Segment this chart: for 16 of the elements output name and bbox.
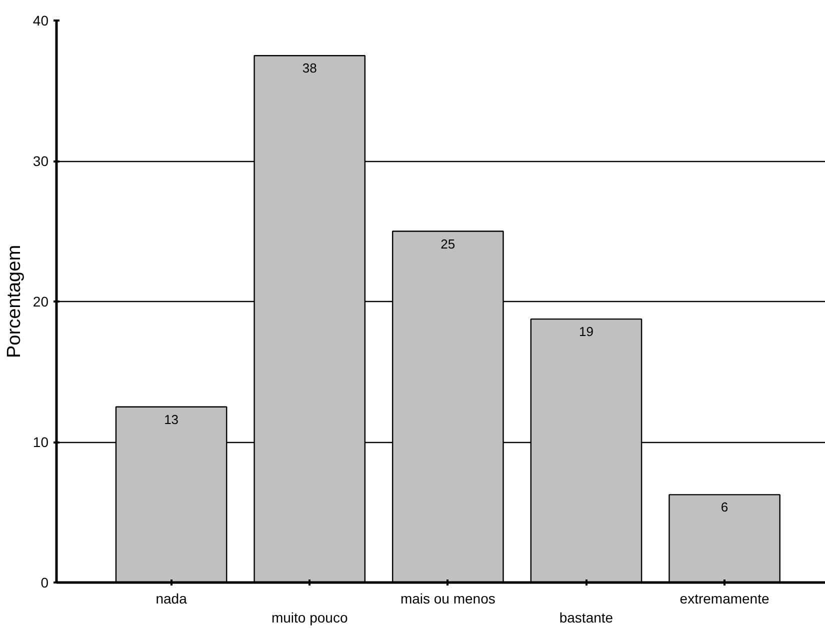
y-axis-title: Porcentagem bbox=[4, 244, 25, 358]
data-label: 25 bbox=[440, 236, 456, 252]
x-tick-label: bastante bbox=[559, 610, 614, 626]
y-tick-label: 30 bbox=[32, 153, 49, 169]
data-label: 13 bbox=[164, 412, 179, 427]
y-tick-label: 0 bbox=[40, 574, 49, 590]
x-tick-label: extremamente bbox=[680, 590, 770, 606]
y-tick-label: 20 bbox=[32, 294, 49, 310]
data-label: 19 bbox=[578, 324, 594, 340]
x-tick-label: nada bbox=[156, 590, 188, 606]
y-tick-label: 10 bbox=[32, 434, 49, 450]
y-tick-label: 40 bbox=[32, 12, 49, 28]
data-label: 38 bbox=[302, 60, 317, 76]
data-label: 6 bbox=[720, 500, 728, 515]
x-tick-label: muito pouco bbox=[271, 610, 348, 626]
x-tick-label: mais ou menos bbox=[400, 590, 496, 606]
